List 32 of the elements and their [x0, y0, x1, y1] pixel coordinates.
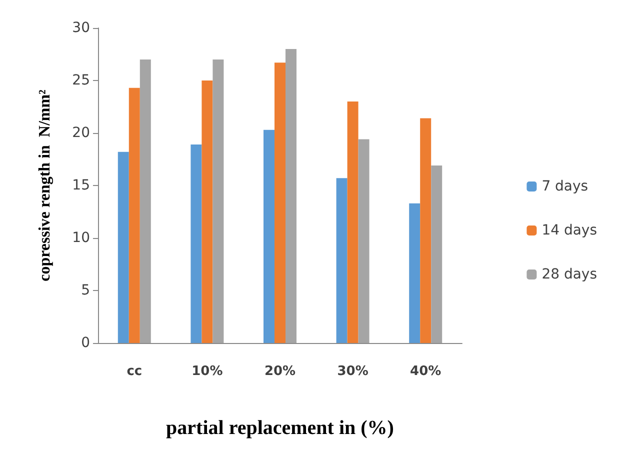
y-tick-label: 15	[72, 178, 90, 194]
bar	[202, 80, 213, 343]
x-tick-label: 10%	[192, 364, 223, 379]
bar	[264, 130, 274, 343]
bar	[347, 102, 358, 343]
y-tick-label: 20	[72, 125, 90, 141]
bar	[128, 88, 140, 343]
y-tick-label: 25	[72, 72, 90, 88]
x-tick-label: 20%	[264, 364, 296, 379]
x-axis-title: partial replacement in (%)	[166, 417, 394, 439]
legend-label: 14 days	[542, 222, 598, 238]
x-tick-label: cc	[126, 364, 142, 379]
x-tick-label: 40%	[410, 364, 442, 379]
bar	[274, 62, 286, 343]
legend-label: 7 days	[542, 178, 588, 194]
bar	[286, 49, 296, 343]
bar	[118, 152, 129, 343]
bar	[409, 203, 420, 343]
bar	[336, 178, 348, 343]
bar	[212, 60, 224, 343]
bar	[190, 144, 202, 343]
bar	[431, 166, 442, 343]
bar	[358, 139, 370, 343]
y-tick-label: 0	[81, 335, 90, 351]
x-tick-label: 30%	[337, 364, 368, 379]
bar	[140, 60, 151, 343]
y-tick-label: 30	[72, 20, 90, 36]
y-tick-label: 10	[72, 230, 90, 246]
legend-label: 28 days	[542, 266, 598, 282]
y-axis-title: copressive rength in N/mm²	[36, 89, 54, 282]
bar	[420, 118, 432, 343]
y-tick-label: 5	[81, 282, 90, 298]
